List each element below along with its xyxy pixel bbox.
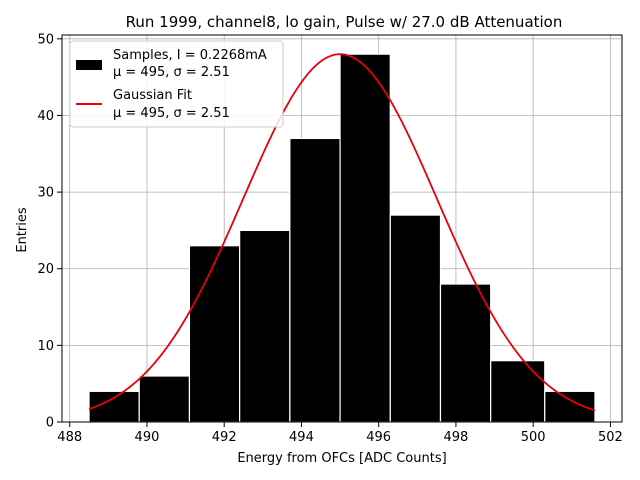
x-tick-label: 502	[598, 430, 623, 445]
x-axis: 488 490 492 494 496 498 500 502	[57, 422, 623, 445]
legend-stats-samples: μ = 495, σ = 2.51	[113, 65, 230, 80]
histogram-bar	[339, 53, 391, 423]
x-tick-label: 500	[521, 430, 546, 445]
legend: Samples, I = 0.2268mA μ = 495, σ = 2.51 …	[69, 40, 284, 128]
y-tick-label: 30	[37, 186, 54, 201]
y-axis-label: Entries	[15, 207, 30, 253]
y-tick-label: 0	[46, 416, 54, 431]
histogram-bar	[289, 137, 341, 423]
histogram-bar	[439, 283, 492, 423]
plot-frame	[61, 34, 623, 423]
chart-title: Run 1999, channel8, lo gain, Pulse w/ 27…	[126, 13, 563, 31]
x-axis-label: Energy from OFCs [ADC Counts]	[237, 451, 446, 466]
histogram-bar	[389, 214, 442, 423]
x-tick-label: 496	[366, 430, 391, 445]
histogram-bar	[490, 360, 546, 423]
x-tick-label: 494	[289, 430, 314, 445]
y-tick-label: 50	[37, 32, 54, 47]
x-tick-label: 488	[57, 430, 82, 445]
x-tick-label: 498	[444, 430, 469, 445]
histogram-bar	[544, 390, 596, 423]
y-tick-label: 20	[37, 262, 54, 277]
histogram-bar	[138, 375, 191, 423]
x-tick-label: 492	[212, 430, 237, 445]
legend-swatch-samples	[76, 60, 102, 70]
legend-label-fit: Gaussian Fit	[113, 88, 192, 103]
histogram-bar	[188, 245, 241, 423]
gaussian-fit-layer	[88, 53, 596, 412]
y-tick-label: 40	[37, 109, 54, 124]
histogram-bar	[239, 229, 291, 423]
x-tick-label: 490	[135, 430, 160, 445]
legend-label-samples: Samples, I = 0.2268mA	[113, 48, 267, 63]
histogram-bars	[88, 53, 596, 423]
legend-stats-fit: μ = 495, σ = 2.51	[113, 106, 230, 121]
gaussian-fit-line	[88, 53, 596, 412]
legend-box	[69, 40, 284, 128]
y-tick-label: 10	[37, 339, 54, 354]
y-axis: 0 10 20 30 40 50	[37, 32, 62, 431]
